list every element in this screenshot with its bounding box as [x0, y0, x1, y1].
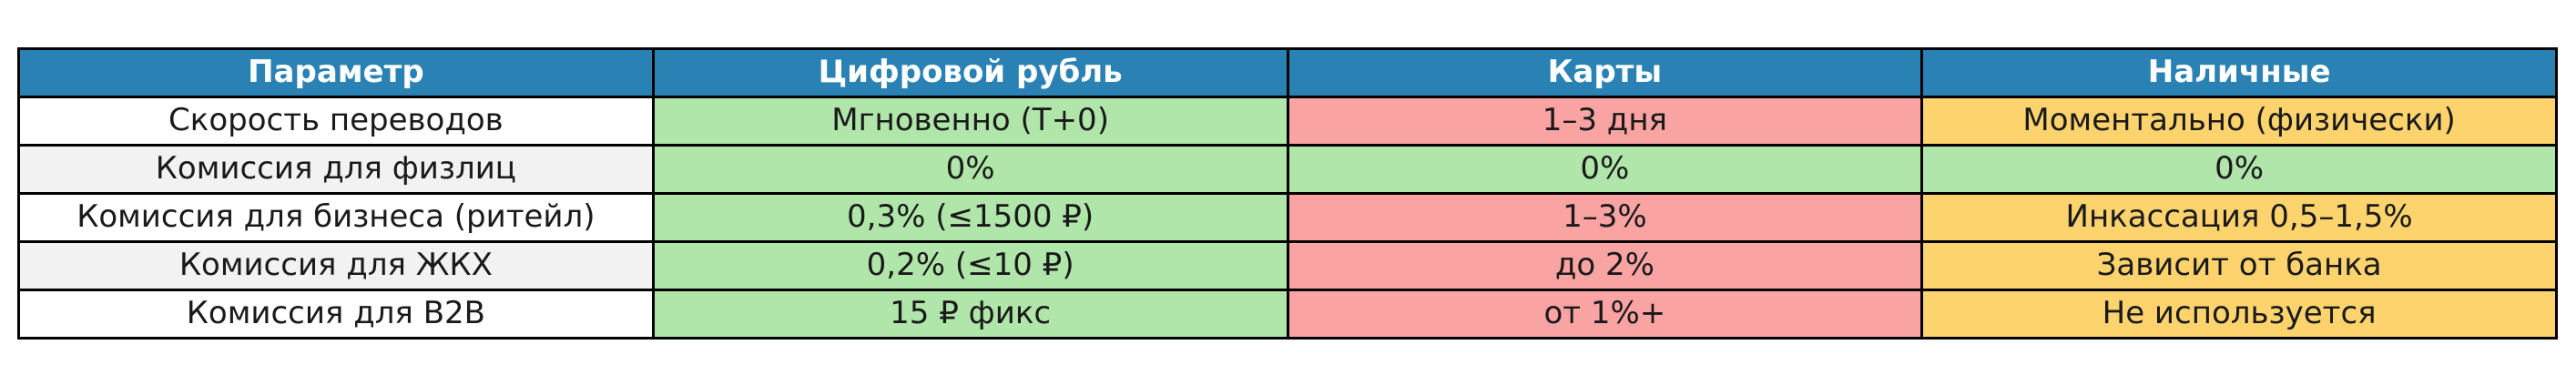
row-label: Комиссия для B2B	[17, 289, 655, 340]
table-body: Скорость переводов Мгновенно (T+0) 1–3 д…	[17, 96, 2558, 340]
cell-digital-ruble: 0%	[651, 144, 1289, 195]
cell-cards: от 1%+	[1286, 289, 1924, 340]
cell-cash: Не используется	[1920, 289, 2558, 340]
cell-cards: до 2%	[1286, 240, 1924, 291]
cell-digital-ruble: 15 ₽ фикс	[651, 289, 1289, 340]
table-row-fee-individuals: Комиссия для физлиц 0% 0% 0%	[17, 144, 2558, 195]
table-row-fee-utilities: Комиссия для ЖКХ 0,2% (≤10 ₽) до 2% Зави…	[17, 240, 2558, 291]
table-header: Параметр Цифровой рубль Карты Наличные	[17, 47, 2558, 98]
cell-cash: Моментально (физически)	[1920, 96, 2558, 147]
table-row-fee-business-retail: Комиссия для бизнеса (ритейл) 0,3% (≤150…	[17, 192, 2558, 243]
table-row-transfer-speed: Скорость переводов Мгновенно (T+0) 1–3 д…	[17, 96, 2558, 147]
column-header-cash: Наличные	[1920, 47, 2558, 98]
cell-cards: 0%	[1286, 144, 1924, 195]
column-header-cards: Карты	[1286, 47, 1924, 98]
cell-digital-ruble: 0,2% (≤10 ₽)	[651, 240, 1289, 291]
table-row-fee-b2b: Комиссия для B2B 15 ₽ фикс от 1%+ Не исп…	[17, 289, 2558, 340]
cell-cards: 1–3%	[1286, 192, 1924, 243]
row-label: Комиссия для бизнеса (ритейл)	[17, 192, 655, 243]
cell-digital-ruble: 0,3% (≤1500 ₽)	[651, 192, 1289, 243]
column-header-digital-ruble: Цифровой рубль	[651, 47, 1289, 98]
row-label: Скорость переводов	[17, 96, 655, 147]
cell-cards: 1–3 дня	[1286, 96, 1924, 147]
cell-digital-ruble: Мгновенно (T+0)	[651, 96, 1289, 147]
column-header-parameter: Параметр	[17, 47, 655, 98]
cell-cash: Зависит от банка	[1920, 240, 2558, 291]
row-label: Комиссия для физлиц	[17, 144, 655, 195]
comparison-table: Параметр Цифровой рубль Карты Наличные С…	[17, 47, 2558, 340]
cell-cash: Инкассация 0,5–1,5%	[1920, 192, 2558, 243]
header-row: Параметр Цифровой рубль Карты Наличные	[17, 47, 2558, 98]
row-label: Комиссия для ЖКХ	[17, 240, 655, 291]
cell-cash: 0%	[1920, 144, 2558, 195]
